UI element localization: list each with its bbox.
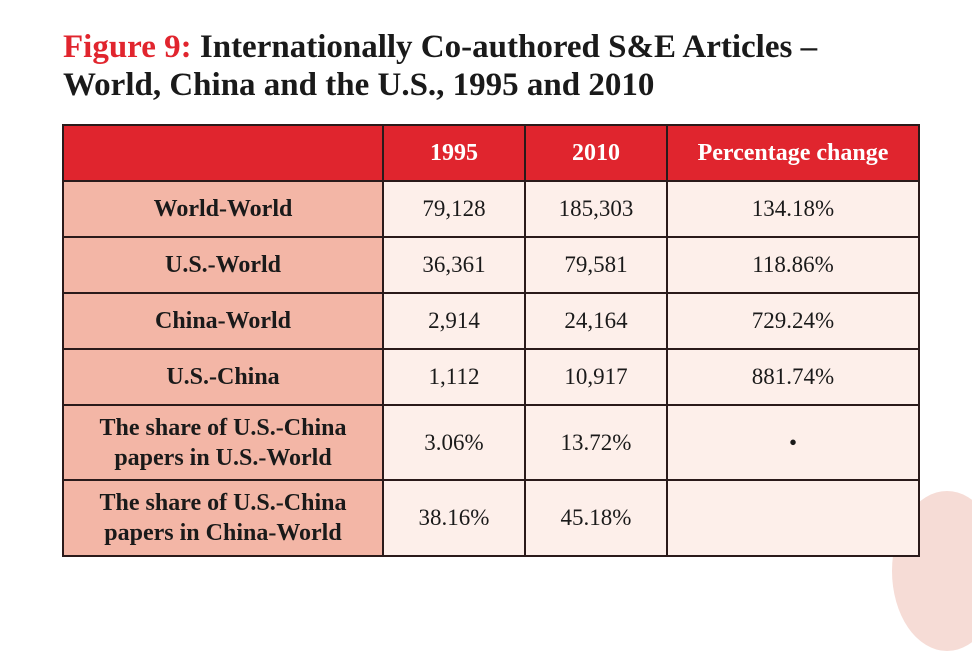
cell-2010: 13.72%	[524, 404, 668, 481]
data-table: 1995 2010 Percentage change World-World …	[62, 124, 920, 557]
cell-percentage-change: 881.74%	[666, 348, 920, 406]
cell-2010: 185,303	[524, 180, 668, 238]
table-row: U.S.-World 36,361 79,581 118.86%	[62, 236, 920, 294]
figure-title: Figure 9: Internationally Co-authored S&…	[63, 28, 943, 104]
header-cell-1995: 1995	[382, 124, 526, 182]
header-cell-2010: 2010	[524, 124, 668, 182]
figure-label: Figure 9:	[63, 29, 192, 65]
row-label: U.S.-World	[62, 236, 384, 294]
header-cell-blank	[62, 124, 384, 182]
cell-percentage-change: •	[666, 404, 920, 481]
row-label: U.S.-China	[62, 348, 384, 406]
cell-percentage-change: 118.86%	[666, 236, 920, 294]
table-row: The share of U.S.-China papers in U.S.-Wo…	[62, 404, 920, 481]
header-cell-percentage-change: Percentage change	[666, 124, 920, 182]
table-row: The share of U.S.-China papers in China-W…	[62, 479, 920, 557]
row-label-line1: The share of U.S.-China	[99, 490, 347, 516]
cell-percentage-change: 729.24%	[666, 292, 920, 350]
row-label-line2: papers in China-World	[104, 520, 342, 546]
cell-percentage-change: 134.18%	[666, 180, 920, 238]
row-label-line1: The share of U.S.-China	[99, 414, 347, 441]
cell-2010: 24,164	[524, 292, 668, 350]
row-label: China-World	[62, 292, 384, 350]
cell-1995: 38.16%	[382, 479, 526, 557]
cell-1995: 2,914	[382, 292, 526, 350]
table-row: World-World 79,128 185,303 134.18%	[62, 180, 920, 238]
table-row: China-World 2,914 24,164 729.24%	[62, 292, 920, 350]
cell-percentage-change	[666, 479, 920, 557]
figure-title-line1: Internationally Co-authored S&E Articles…	[191, 29, 818, 65]
cell-1995: 3.06%	[382, 404, 526, 481]
row-label: The share of U.S.-China papers in China-W…	[62, 479, 384, 557]
cell-1995: 1,112	[382, 348, 526, 406]
figure-title-line2: World, China and the U.S., 1995 and 2010	[63, 67, 655, 103]
table-row: U.S.-China 1,112 10,917 881.74%	[62, 348, 920, 406]
header-row: 1995 2010 Percentage change	[62, 124, 920, 182]
row-label-line2: papers in U.S.-World	[114, 444, 332, 471]
cell-1995: 36,361	[382, 236, 526, 294]
cell-2010: 79,581	[524, 236, 668, 294]
cell-2010: 10,917	[524, 348, 668, 406]
row-label: The share of U.S.-China papers in U.S.-Wo…	[62, 404, 384, 481]
row-label: World-World	[62, 180, 384, 238]
cell-2010: 45.18%	[524, 479, 668, 557]
cell-1995: 79,128	[382, 180, 526, 238]
